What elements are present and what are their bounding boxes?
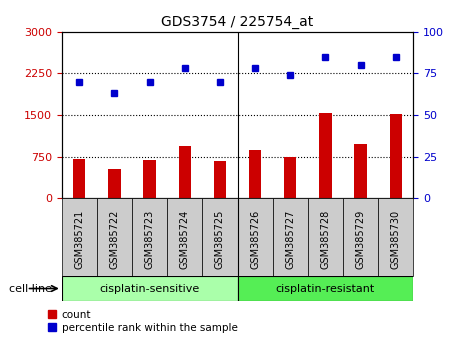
Text: GSM385730: GSM385730 [390,210,401,269]
Bar [214,161,226,198]
Text: GSM385721: GSM385721 [74,210,85,269]
Bar [167,198,202,276]
Legend: count, percentile rank within the sample: count, percentile rank within the sample [48,310,238,333]
Text: GSM385727: GSM385727 [285,210,295,269]
Text: cisplatin-sensitive: cisplatin-sensitive [99,284,200,293]
Title: GDS3754 / 225754_at: GDS3754 / 225754_at [162,16,314,29]
Bar [319,113,332,198]
Bar [62,198,97,276]
Bar [308,198,343,276]
Bar [343,198,378,276]
Text: GSM385726: GSM385726 [250,210,260,269]
Bar [284,156,296,198]
Text: GSM385729: GSM385729 [355,210,366,269]
Text: GSM385724: GSM385724 [180,210,190,269]
Bar [62,276,238,301]
Bar [238,198,273,276]
Text: cell line: cell line [9,284,52,293]
Text: cisplatin-resistant: cisplatin-resistant [276,284,375,293]
Bar [132,198,167,276]
Bar [378,198,413,276]
Bar [108,169,121,198]
Text: GSM385725: GSM385725 [215,210,225,269]
Text: GSM385722: GSM385722 [109,210,120,269]
Text: GSM385723: GSM385723 [144,210,155,269]
Bar [273,198,308,276]
Bar [249,150,261,198]
Bar [143,160,156,198]
Bar [179,145,191,198]
Bar [354,144,367,198]
Bar [238,276,413,301]
Bar [73,159,86,198]
Text: GSM385728: GSM385728 [320,210,331,269]
Bar [97,198,132,276]
Bar [390,114,402,198]
Bar [202,198,238,276]
